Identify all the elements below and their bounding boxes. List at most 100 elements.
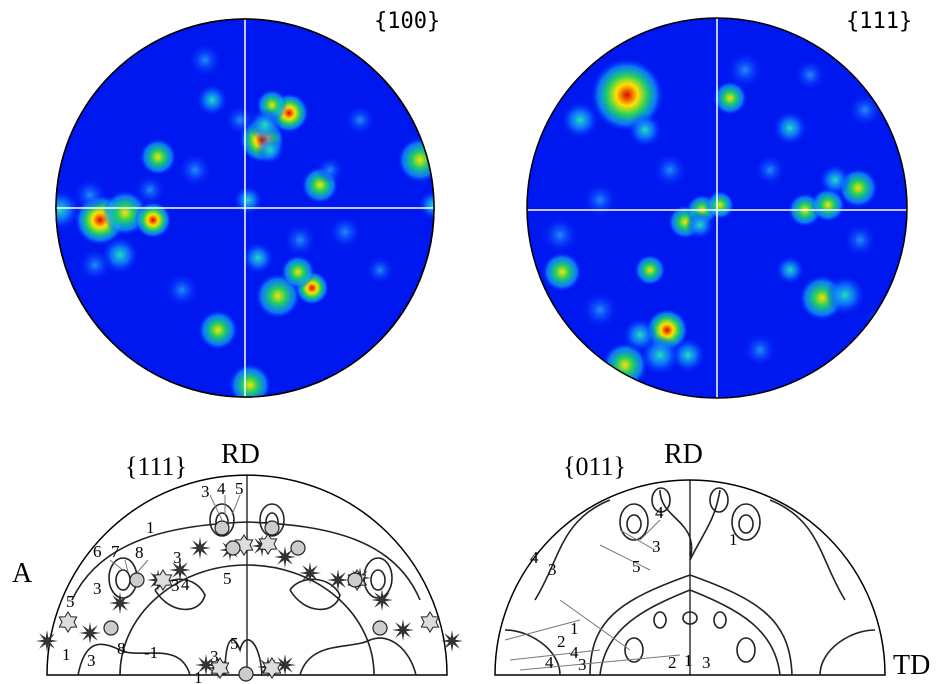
contour-label: 4: [530, 548, 539, 567]
contour-label: 5: [632, 557, 641, 576]
density-spot: [139, 138, 177, 176]
contour-label: 4: [570, 643, 579, 662]
axis-label: RD: [221, 439, 260, 470]
density-spot: [825, 275, 865, 315]
contour-label: 3: [93, 579, 102, 598]
density-spot: [653, 153, 687, 187]
symbol: [299, 562, 321, 584]
symbol: [195, 654, 217, 676]
contour-label: 3: [652, 537, 661, 556]
density-spot: [419, 191, 434, 219]
symbol: [129, 572, 145, 588]
density-spot: [248, 108, 282, 142]
density-spot: [706, 191, 734, 219]
density-spot: [178, 153, 212, 187]
density-spot: [78, 248, 112, 282]
density-spot: [561, 101, 599, 139]
contour-label: 6: [93, 542, 102, 561]
contour-label: 1: [684, 651, 693, 670]
axis-label: RD: [664, 439, 703, 470]
symbol: [290, 540, 306, 556]
density-spot: [165, 273, 199, 307]
contour-label: 5: [230, 634, 239, 653]
contour-label: 5: [223, 569, 232, 588]
contour-label: 8: [135, 543, 144, 562]
contour-label: 3: [171, 576, 180, 595]
density-spot: [366, 256, 394, 284]
contour-label: 4: [217, 479, 226, 498]
density-spot: [281, 255, 315, 289]
symbol: [189, 537, 211, 559]
density-spot: [198, 310, 238, 350]
density-spot: [283, 223, 317, 257]
contour-label: 8: [117, 639, 126, 658]
symbol: [262, 657, 282, 679]
contour-label: 4: [181, 575, 190, 594]
symbol: [238, 666, 254, 682]
contour-label: 2: [668, 653, 677, 672]
half-pole-figure: [494, 479, 886, 676]
contour-label: 7: [111, 542, 120, 561]
contour-label: 5: [66, 592, 75, 611]
symbol: [392, 619, 414, 641]
symbol: [109, 592, 131, 614]
density-spot: [328, 215, 362, 249]
density-spot: [188, 43, 222, 77]
density-spot: [196, 84, 228, 116]
symbol: [420, 611, 440, 633]
contour-label: 1: [146, 518, 155, 537]
density-spot: [794, 59, 826, 91]
contour-label: 3: [702, 653, 711, 672]
figure-label: {111}: [846, 9, 912, 34]
figure-label: {111}: [125, 452, 187, 481]
contour-label: 3: [87, 651, 96, 670]
contour-label: 3: [548, 560, 557, 579]
density-spot: [713, 81, 747, 115]
density-spot: [811, 188, 845, 222]
contour-label: 1: [194, 668, 203, 684]
density-spot: [229, 364, 271, 397]
density-spot: [256, 136, 284, 164]
contour-label: 4: [545, 653, 554, 672]
density-spot: [864, 304, 896, 336]
symbol: [225, 540, 241, 556]
axis-label: A: [12, 558, 33, 589]
density-spot: [743, 333, 777, 367]
density-spot: [726, 51, 764, 89]
half-pole-figure: [46, 474, 448, 676]
density-spot: [773, 111, 807, 145]
density-spot: [776, 256, 804, 284]
density-spot: [56, 190, 80, 230]
axis-label: TD: [893, 650, 930, 681]
density-spot: [134, 201, 172, 239]
symbol: [210, 657, 230, 679]
density-spot: [397, 137, 434, 183]
contour-label: 3: [210, 647, 219, 666]
density-spot: [848, 93, 882, 127]
symbol: [274, 546, 296, 568]
density-spot: [541, 216, 579, 254]
symbol: [103, 620, 119, 636]
figure-label: {100}: [374, 9, 440, 34]
density-spot: [819, 164, 851, 196]
density-spot: [234, 186, 262, 214]
symbol: [371, 589, 393, 611]
symbol: [153, 569, 173, 591]
figure-label: {011}: [563, 452, 626, 481]
contour-label: 4: [655, 503, 664, 522]
density-spot: [686, 211, 714, 239]
contour-label: 3: [578, 655, 587, 674]
symbol: [347, 572, 363, 588]
density-spot: [671, 338, 705, 372]
symbol: [169, 559, 191, 581]
symbol: [264, 520, 280, 536]
symbol: [258, 533, 278, 555]
symbol: [327, 569, 349, 591]
contour-label: 5: [235, 479, 244, 498]
density-spot: [134, 174, 166, 206]
density-spot: [542, 252, 582, 292]
density-spot: [628, 113, 662, 147]
density-spot: [581, 291, 619, 329]
contour-label: 1: [62, 645, 71, 664]
